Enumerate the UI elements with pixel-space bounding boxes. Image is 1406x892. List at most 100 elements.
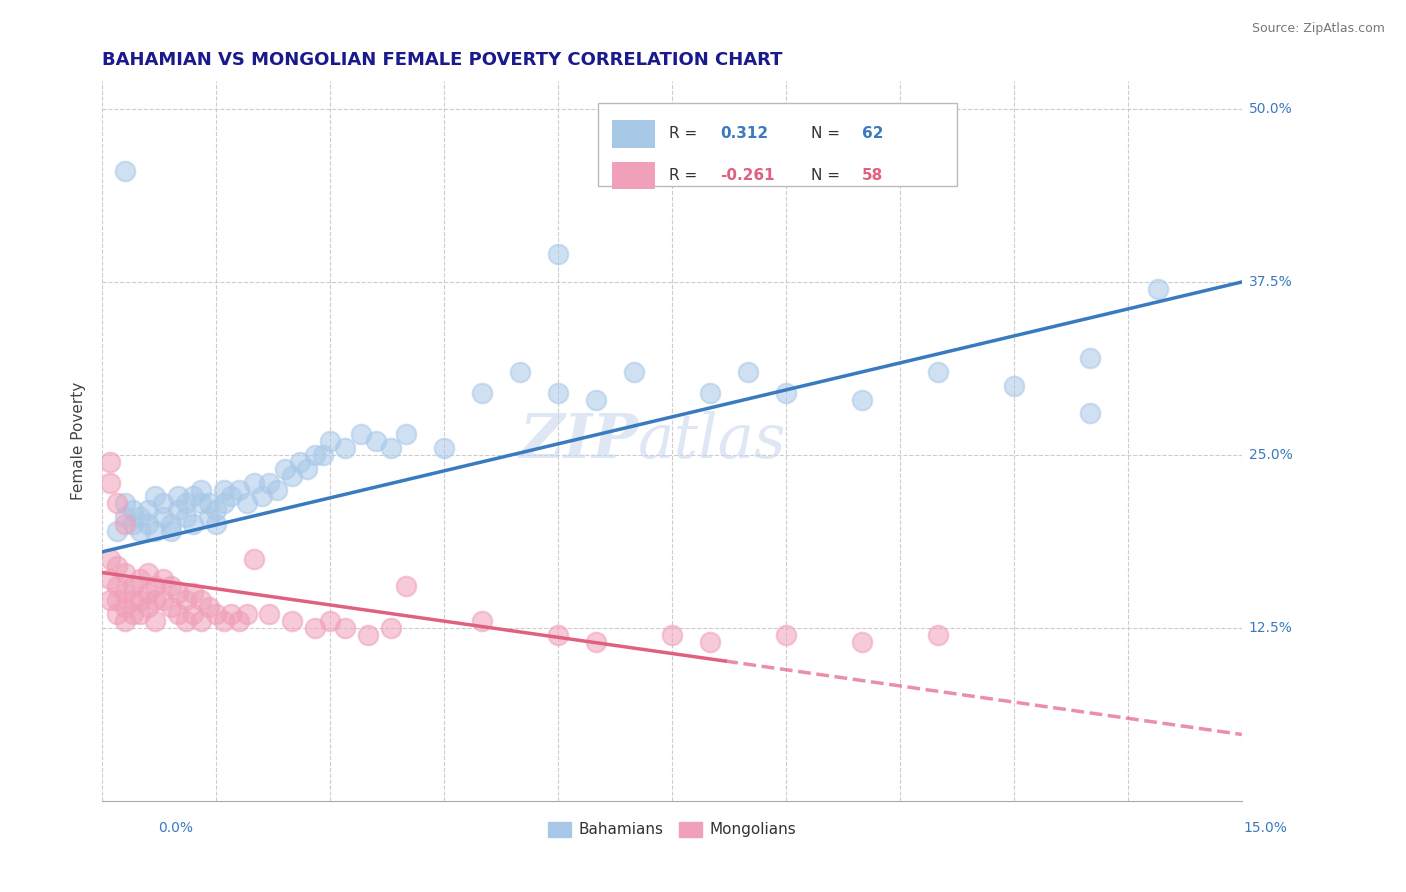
- Point: [927, 365, 949, 379]
- Text: 0.312: 0.312: [720, 127, 768, 142]
- Text: 62: 62: [862, 127, 884, 142]
- Point: [107, 607, 129, 621]
- Point: [190, 593, 212, 607]
- Point: [357, 628, 380, 642]
- Point: [243, 551, 266, 566]
- Point: [335, 441, 357, 455]
- Point: [205, 503, 228, 517]
- Point: [699, 385, 721, 400]
- Point: [167, 607, 190, 621]
- Point: [547, 385, 569, 400]
- Point: [197, 510, 219, 524]
- Point: [121, 593, 143, 607]
- Point: [221, 490, 243, 504]
- Text: 50.0%: 50.0%: [1249, 102, 1292, 116]
- Point: [129, 593, 152, 607]
- Point: [114, 517, 136, 532]
- Point: [228, 614, 250, 628]
- Point: [547, 247, 569, 261]
- Point: [197, 496, 219, 510]
- Text: ZIP: ZIP: [519, 411, 638, 471]
- Point: [159, 524, 181, 538]
- FancyBboxPatch shape: [598, 103, 957, 186]
- Point: [471, 614, 494, 628]
- Point: [281, 614, 304, 628]
- Point: [167, 503, 190, 517]
- Point: [129, 573, 152, 587]
- Text: R =: R =: [669, 127, 702, 142]
- Point: [129, 510, 152, 524]
- Point: [304, 448, 326, 462]
- Point: [737, 365, 759, 379]
- Point: [98, 475, 121, 490]
- Point: [349, 427, 371, 442]
- Point: [174, 593, 197, 607]
- Text: atlas: atlas: [638, 411, 786, 471]
- Text: BAHAMIAN VS MONGOLIAN FEMALE POVERTY CORRELATION CHART: BAHAMIAN VS MONGOLIAN FEMALE POVERTY COR…: [103, 51, 783, 69]
- Point: [114, 586, 136, 600]
- Point: [380, 441, 402, 455]
- Point: [114, 614, 136, 628]
- Point: [107, 579, 129, 593]
- Point: [266, 483, 288, 497]
- Point: [433, 441, 456, 455]
- Point: [107, 558, 129, 573]
- Point: [152, 496, 174, 510]
- Point: [364, 434, 387, 449]
- Point: [174, 496, 197, 510]
- Point: [107, 496, 129, 510]
- Point: [136, 503, 159, 517]
- Point: [585, 392, 607, 407]
- Point: [121, 607, 143, 621]
- Point: [297, 462, 319, 476]
- Point: [183, 607, 205, 621]
- Point: [183, 490, 205, 504]
- Point: [471, 385, 494, 400]
- Point: [152, 510, 174, 524]
- Point: [121, 579, 143, 593]
- Point: [250, 490, 273, 504]
- Point: [235, 607, 257, 621]
- Point: [98, 593, 121, 607]
- Point: [259, 607, 281, 621]
- Point: [145, 579, 167, 593]
- Point: [775, 628, 797, 642]
- Point: [547, 628, 569, 642]
- Point: [129, 607, 152, 621]
- Point: [699, 634, 721, 648]
- Point: [145, 490, 167, 504]
- Point: [205, 607, 228, 621]
- Point: [152, 593, 174, 607]
- Point: [235, 496, 257, 510]
- Point: [380, 621, 402, 635]
- Point: [114, 510, 136, 524]
- Point: [114, 496, 136, 510]
- Text: 37.5%: 37.5%: [1249, 275, 1292, 289]
- Point: [107, 524, 129, 538]
- Text: 0.0%: 0.0%: [159, 821, 193, 835]
- Point: [159, 517, 181, 532]
- Point: [212, 496, 235, 510]
- Point: [851, 392, 873, 407]
- Point: [319, 614, 342, 628]
- Point: [167, 490, 190, 504]
- Text: -0.261: -0.261: [720, 168, 775, 183]
- Point: [145, 593, 167, 607]
- Point: [221, 607, 243, 621]
- Point: [509, 365, 531, 379]
- Point: [159, 600, 181, 615]
- Point: [136, 566, 159, 580]
- Point: [851, 634, 873, 648]
- Point: [205, 517, 228, 532]
- Point: [98, 455, 121, 469]
- Point: [114, 600, 136, 615]
- Text: 12.5%: 12.5%: [1249, 621, 1292, 635]
- Text: N =: N =: [811, 127, 845, 142]
- Point: [661, 628, 683, 642]
- Point: [243, 475, 266, 490]
- Point: [259, 475, 281, 490]
- Point: [927, 628, 949, 642]
- Point: [129, 524, 152, 538]
- Legend: Bahamians, Mongolians: Bahamians, Mongolians: [541, 816, 803, 844]
- Point: [1078, 406, 1101, 420]
